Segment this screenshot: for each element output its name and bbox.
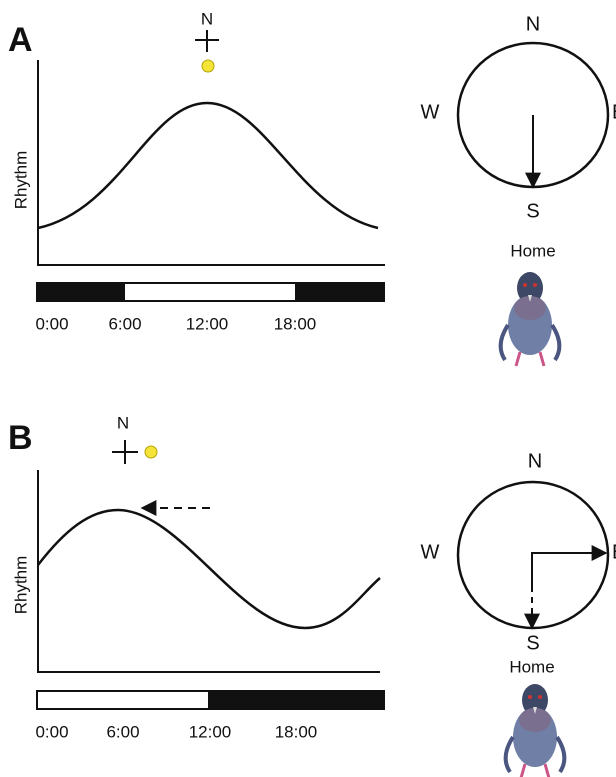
- panel-label: B: [8, 419, 33, 457]
- time-label: 6:00: [106, 722, 139, 741]
- time-label: 12:00: [186, 314, 229, 333]
- panel-label: A: [8, 21, 33, 59]
- time-label: 18:00: [274, 314, 317, 333]
- heading-arrow: [531, 545, 608, 586]
- rhythm-curve: [37, 101, 379, 230]
- time-label: 0:00: [35, 314, 68, 333]
- time-label: 6:00: [108, 314, 141, 333]
- pigeon: [503, 682, 567, 777]
- sun: [144, 445, 158, 459]
- compass-east: E: [612, 541, 616, 563]
- sun-marker: N: [201, 9, 213, 28]
- compass-south: S: [526, 200, 539, 222]
- home-label: Home: [509, 657, 554, 676]
- compass-north: N: [526, 13, 540, 35]
- rhythm-curve: [37, 508, 381, 630]
- cross: [195, 30, 219, 52]
- compass-north: N: [528, 450, 542, 472]
- time-label: 18:00: [275, 722, 318, 741]
- axes: [37, 60, 385, 266]
- axes: [37, 470, 380, 673]
- panel-b: B N Rhythm 0:00 6:00 12:00 18:00 N W E S…: [8, 413, 616, 777]
- compass-east: E: [612, 101, 616, 123]
- time-label: 0:00: [35, 722, 68, 741]
- day-bar: [125, 284, 295, 300]
- compass-west: W: [421, 541, 440, 563]
- pigeon: [498, 270, 562, 368]
- compass-west: W: [421, 101, 440, 123]
- cross: [112, 440, 138, 464]
- panel-a: A N Rhythm 0:00 6:00 12:00 18:00 N W E S…: [8, 9, 616, 368]
- time-label: 12:00: [189, 722, 232, 741]
- compass-south: S: [526, 632, 539, 654]
- sun: [201, 59, 215, 73]
- y-axis-label: Rhythm: [11, 556, 30, 615]
- home-label: Home: [510, 241, 555, 260]
- y-axis-label: Rhythm: [11, 151, 30, 210]
- day-bar: [38, 692, 208, 708]
- sun-marker: N: [117, 413, 129, 432]
